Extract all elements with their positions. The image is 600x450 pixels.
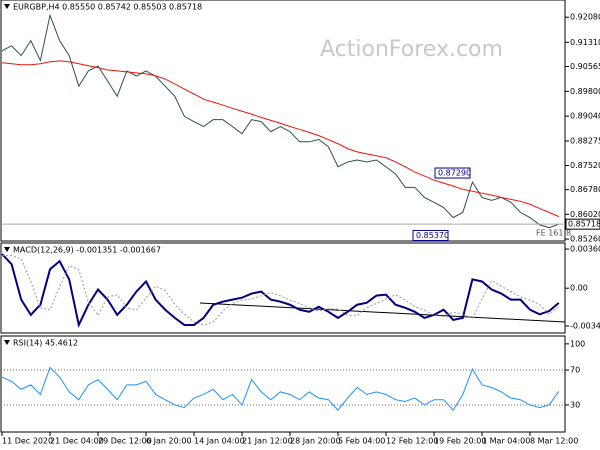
panel-frame <box>0 335 566 433</box>
fibo-label: FE 161.8 <box>536 229 571 238</box>
series-line <box>1 253 560 329</box>
title-icon <box>4 340 10 345</box>
watermark: ActionForex.com <box>320 37 503 62</box>
y-tick-label: 0.86780 <box>570 185 600 194</box>
series-line <box>2 255 560 326</box>
x-tick-label: 28 Jan 20:00 <box>290 437 341 446</box>
y-tick-label: 0.00 <box>570 284 588 293</box>
panel-title: EURGBP,H4 0.85550 0.85742 0.85503 0.8571… <box>13 3 202 12</box>
y-tick-label: 0.86020 <box>570 210 600 219</box>
y-tick-label: 0.88275 <box>570 136 600 145</box>
y-tick-label: 0.92080 <box>570 13 600 22</box>
x-tick-label: 5 Feb 04:00 <box>338 437 385 446</box>
series-line <box>1 13 559 229</box>
x-tick-label: 21 Dec 04:00 <box>50 437 104 446</box>
x-tick-label: 6 Jan 20:00 <box>146 437 192 446</box>
annotation-label: 0.85370 <box>416 231 449 240</box>
x-tick-label: 11 Dec 2020 <box>2 437 53 446</box>
series-line <box>1 60 560 218</box>
x-tick-label: 21 Jan 12:00 <box>242 437 293 446</box>
y-tick-label: 0.003602 <box>570 245 600 254</box>
y-tick-label: -0.003472 <box>570 321 600 330</box>
y-tick-label: 0.89040 <box>570 112 600 121</box>
y-tick-label: 100 <box>570 339 585 348</box>
current-price-label: 0.85718 <box>568 220 600 229</box>
y-tick-label: 0.85260 <box>570 235 600 244</box>
x-tick-label: 1 Mar 04:00 <box>482 437 530 446</box>
x-tick-label: 8 Mar 12:00 <box>530 437 578 446</box>
x-tick-label: 12 Feb 12:00 <box>386 437 438 446</box>
macd-trendline <box>199 302 566 323</box>
x-tick-label: 29 Dec 12:00 <box>98 437 152 446</box>
y-tick-label: 0.87520 <box>570 161 600 170</box>
x-tick-label: 19 Feb 20:00 <box>434 437 486 446</box>
annotation-box <box>434 167 471 179</box>
y-tick-label: 70 <box>570 366 580 375</box>
x-tick-label: 14 Jan 04:00 <box>194 437 245 446</box>
annotation-box <box>412 229 449 241</box>
current-price-box <box>565 218 600 230</box>
y-tick-label: 30 <box>570 400 580 409</box>
series-line <box>1 366 560 412</box>
panel-title: RSI(14) 45.4612 <box>13 339 78 348</box>
y-tick-label: 0.91310 <box>570 38 600 47</box>
y-tick-label: 0.90565 <box>570 62 600 71</box>
y-tick-label: 0.89800 <box>570 87 600 96</box>
panel-title: MACD(12,26,9) -0.001351 -0.001667 <box>13 246 161 255</box>
title-icon <box>4 247 10 252</box>
panel-frame <box>0 0 566 242</box>
title-icon <box>4 4 10 9</box>
annotation-label: 0.87290 <box>438 169 471 178</box>
